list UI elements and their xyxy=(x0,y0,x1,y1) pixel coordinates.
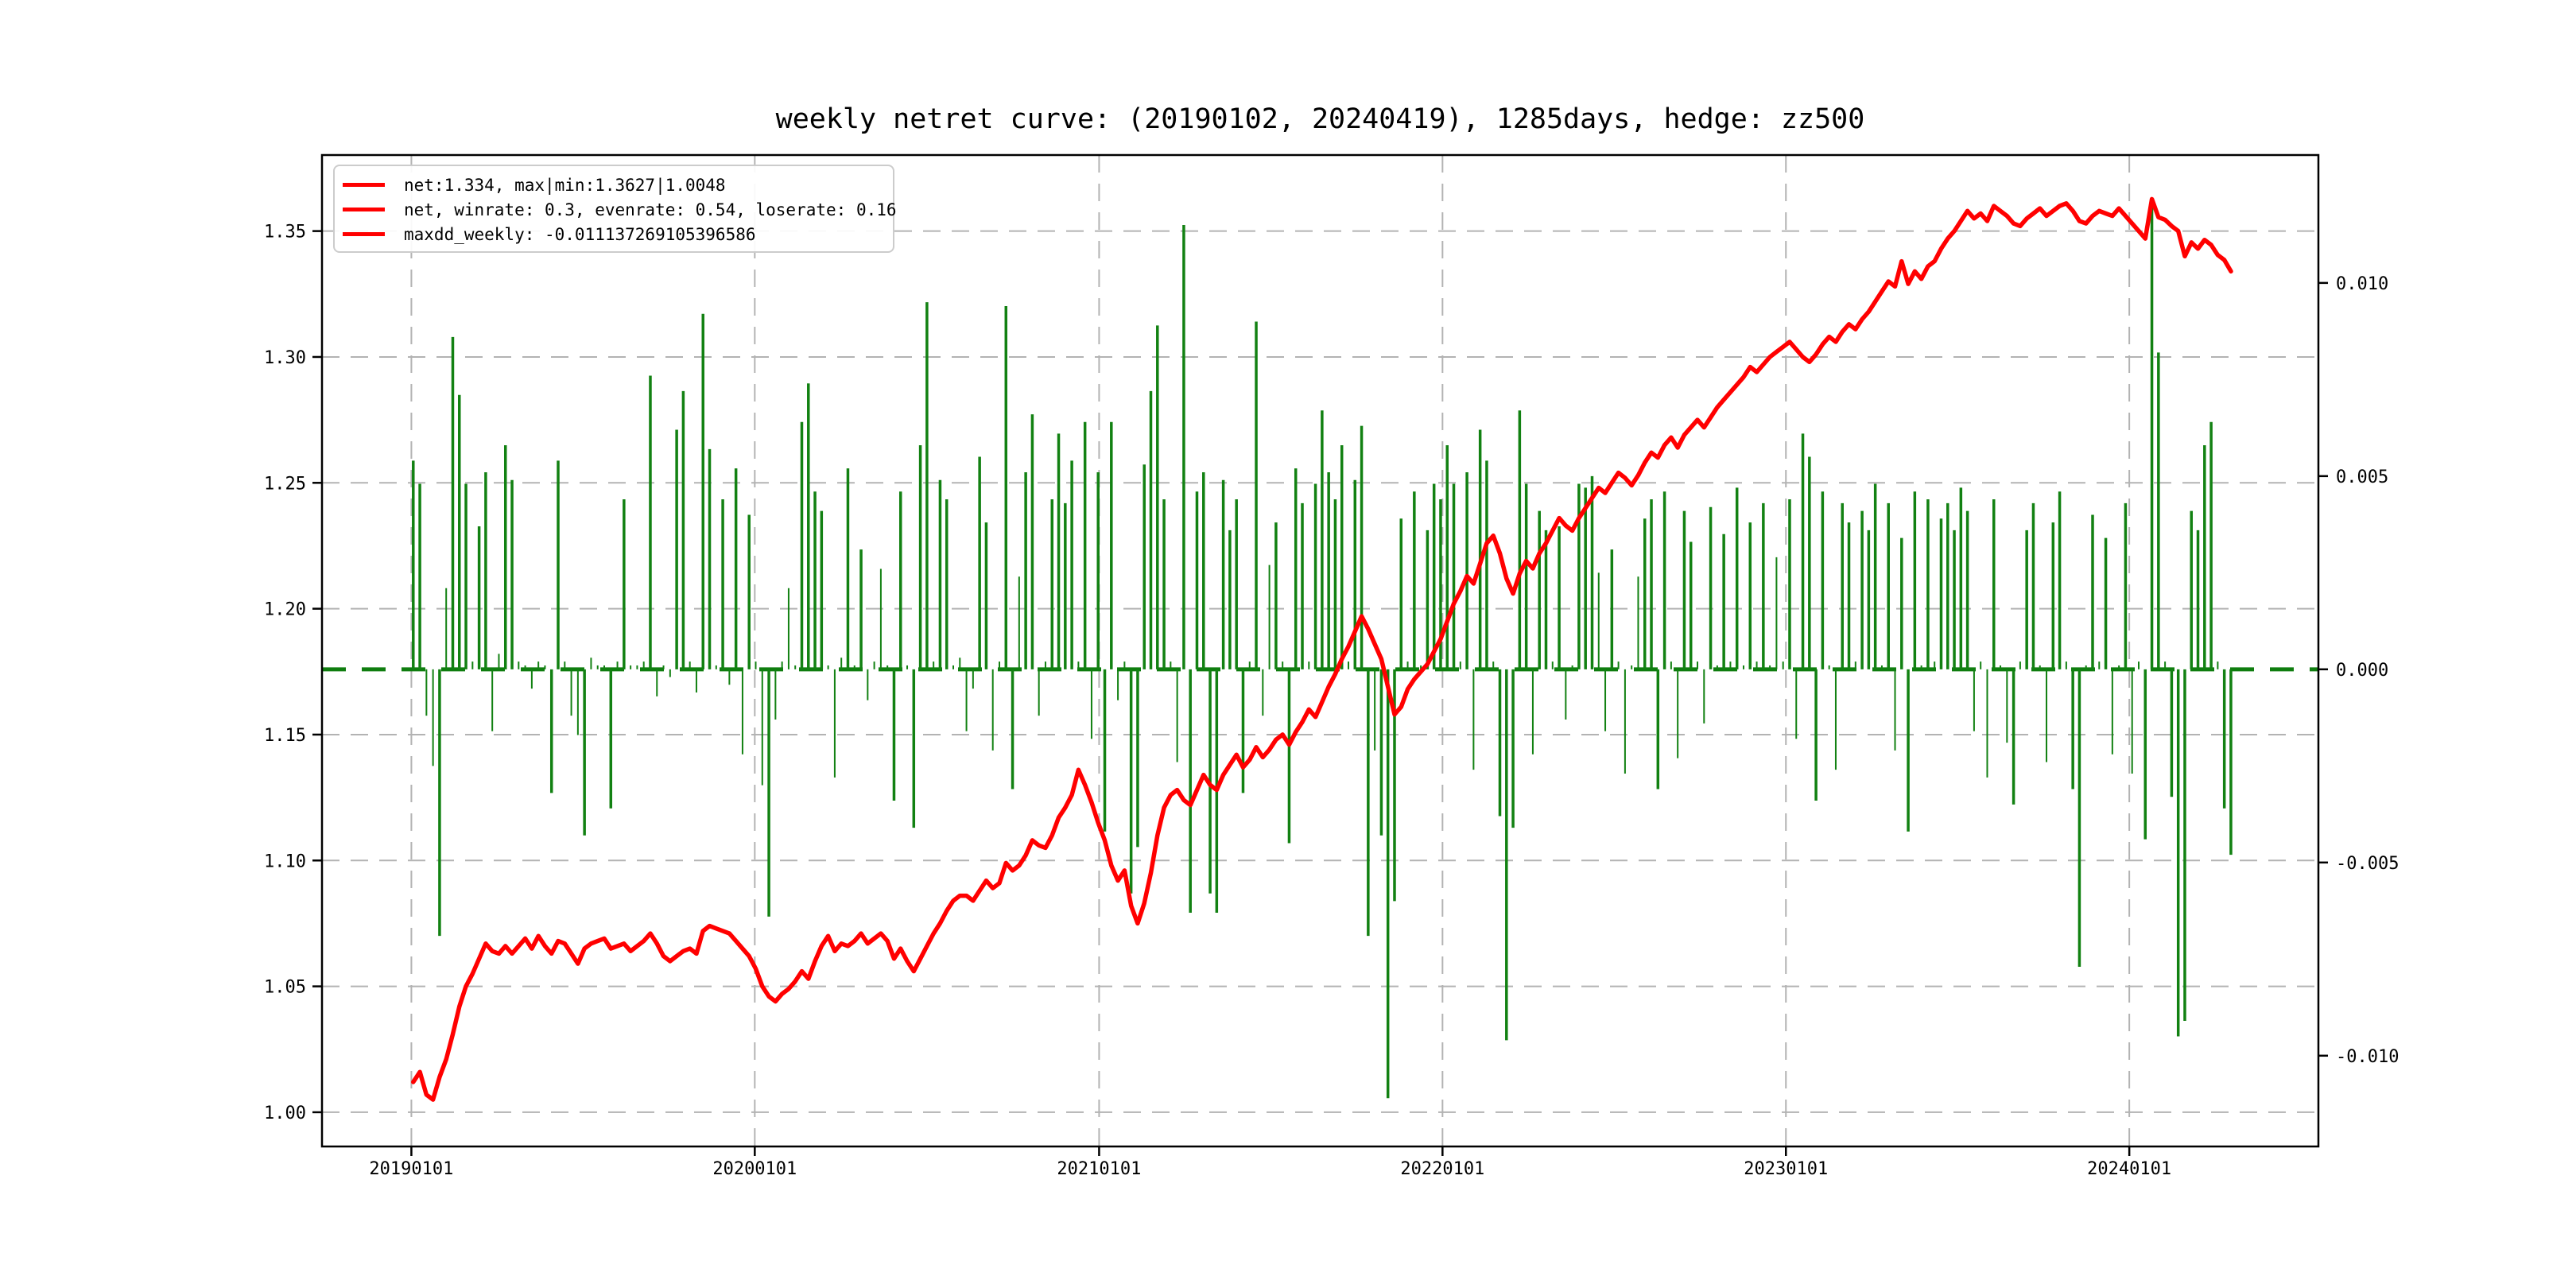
x-axis-tick-label: 20210101 xyxy=(1057,1159,1141,1179)
left-axis-tick-label: 1.05 xyxy=(264,978,306,998)
left-axis-tick-label: 1.10 xyxy=(264,852,306,871)
left-axis-tick-label: 1.30 xyxy=(264,348,306,368)
right-axis-tick-label: 0.005 xyxy=(2336,467,2388,487)
right-axis-tick-label: -0.005 xyxy=(2336,854,2399,874)
left-axis-tick-label: 1.25 xyxy=(264,474,306,494)
x-axis-tick-label: 20230101 xyxy=(1744,1159,1828,1179)
plot-border xyxy=(320,153,2320,1148)
right-axis-tick-label: 0.000 xyxy=(2336,661,2388,681)
x-axis-tick-label: 20240101 xyxy=(2087,1159,2171,1179)
legend-item: net:1.334, max|min:1.3627|1.0048 xyxy=(343,173,893,197)
net-line-marker xyxy=(343,208,385,211)
left-axis-tick-label: 1.20 xyxy=(264,600,306,620)
legend-item-label: maxdd_weekly: -0.011137269105396586 xyxy=(404,224,756,244)
x-axis-tick-label: 20220101 xyxy=(1400,1159,1484,1179)
legend-item-label: net:1.334, max|min:1.3627|1.0048 xyxy=(404,175,726,195)
net-curve-line xyxy=(411,196,2233,1102)
net-line-marker xyxy=(343,183,385,187)
x-axis-tick-label: 20190101 xyxy=(369,1159,453,1179)
left-axis-tick-label: 1.15 xyxy=(264,726,306,746)
chart-title: weekly netret curve: (20190102, 20240419… xyxy=(775,103,1865,135)
left-axis-tick-label: 1.00 xyxy=(264,1104,306,1123)
right-axis-tick-label: 0.010 xyxy=(2336,274,2388,294)
x-axis-tick-label: 20200101 xyxy=(712,1159,797,1179)
right-axis-tick-label: -0.010 xyxy=(2336,1047,2399,1067)
legend-item: net, winrate: 0.3, evenrate: 0.54, loser… xyxy=(343,197,897,222)
legend-item: maxdd_weekly: -0.011137269105396586 xyxy=(343,222,893,246)
legend-box[interactable]: net:1.334, max|min:1.3627|1.0048 net, wi… xyxy=(333,165,897,253)
legend-item-label: net, winrate: 0.3, evenrate: 0.54, loser… xyxy=(404,200,897,219)
net-line-marker xyxy=(343,232,385,236)
left-axis-tick-label: 1.35 xyxy=(264,223,306,242)
